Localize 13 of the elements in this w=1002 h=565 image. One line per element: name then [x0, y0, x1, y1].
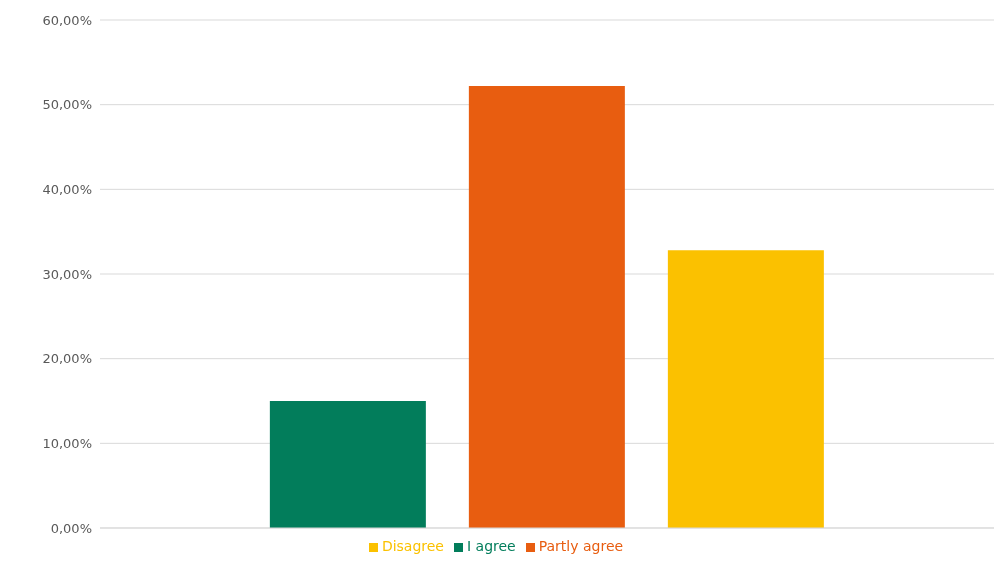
y-tick-label: 20,00% [42, 351, 92, 367]
legend-label: I agree [466, 538, 516, 554]
legend-label: Disagree [381, 538, 444, 554]
y-tick-label: 0,00% [50, 520, 92, 536]
y-tick-label: 50,00% [42, 97, 92, 113]
bar [468, 86, 625, 528]
bar [269, 401, 426, 528]
y-tick-label: 60,00% [42, 12, 92, 28]
y-tick-label: 40,00% [42, 181, 92, 197]
y-tick-label: 30,00% [42, 266, 92, 282]
y-tick-label: 10,00% [42, 435, 92, 451]
legend-label: Partly agree [538, 538, 624, 554]
bar [667, 250, 824, 528]
